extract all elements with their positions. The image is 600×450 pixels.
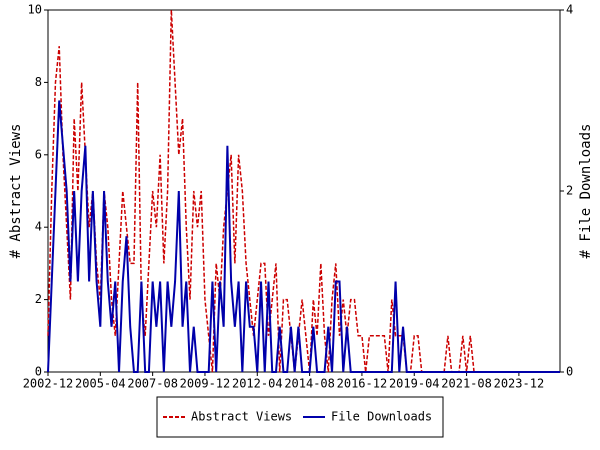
x-tick-label: 2009-12 bbox=[180, 377, 231, 391]
x-tick-label: 2019-04 bbox=[389, 377, 440, 391]
x-tick-label: 2014-08 bbox=[284, 377, 335, 391]
x-tick-label: 2012-04 bbox=[232, 377, 283, 391]
y-tick-label: 2 bbox=[35, 292, 42, 306]
legend-box bbox=[156, 396, 444, 438]
legend-label: File Downloads bbox=[331, 410, 432, 424]
x-tick-label: 2023-12 bbox=[494, 377, 545, 391]
legend-label: Abstract Views bbox=[191, 410, 292, 424]
y2-tick-label: 2 bbox=[566, 184, 573, 198]
y-tick-label: 4 bbox=[35, 220, 42, 234]
x-tick-label: 2007-08 bbox=[127, 377, 178, 391]
x-tick-label: 2021-08 bbox=[441, 377, 492, 391]
y-tick-label: 6 bbox=[35, 147, 42, 161]
x-tick-label: 2002-12 bbox=[23, 377, 74, 391]
y2-tick-label: 4 bbox=[566, 3, 573, 17]
y-tick-label: 8 bbox=[35, 75, 42, 89]
x-tick-label: 2016-12 bbox=[337, 377, 388, 391]
y-tick-label: 10 bbox=[28, 3, 42, 17]
series-line bbox=[47, 100, 560, 373]
y-tick-label: 0 bbox=[35, 365, 42, 379]
x-tick-label: 2005-04 bbox=[75, 377, 126, 391]
y-axis-title: # Abstract Views bbox=[8, 124, 24, 259]
y2-tick-label: 0 bbox=[566, 365, 573, 379]
y2-axis-title: # File Downloads bbox=[578, 124, 594, 259]
series-line bbox=[47, 9, 560, 373]
